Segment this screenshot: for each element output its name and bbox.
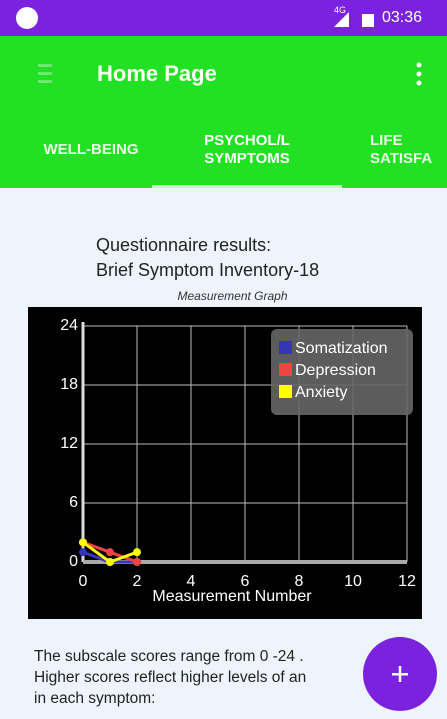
tab-indicator [152, 185, 342, 188]
app-title: Home Page [97, 61, 217, 86]
data-point [133, 558, 141, 566]
legend-swatch [279, 341, 292, 354]
footer-text: The subscale scores range from 0 -24 . [34, 648, 304, 665]
legend-label: Depression [295, 362, 376, 379]
legend-box [271, 329, 413, 415]
app-bar: Home Page [0, 36, 447, 112]
data-point [133, 548, 141, 557]
y-tick-label: 18 [60, 376, 78, 393]
y-tick-label: 12 [60, 435, 78, 452]
overflow-button[interactable] [416, 62, 422, 86]
data-point [79, 548, 87, 557]
legend-swatch [279, 363, 292, 376]
chart-title: Measurement Graph [177, 289, 288, 303]
legend-label: Anxiety [295, 384, 347, 401]
y-tick-label: 0 [69, 553, 78, 570]
x-tick-label: 12 [398, 573, 416, 590]
tab[interactable]: LIFE SATISFA [370, 112, 447, 188]
x-tick-label: 6 [241, 573, 250, 590]
x-tick-label: 0 [79, 573, 88, 590]
heading: Brief Symptom Inventory-18 [96, 260, 320, 280]
data-point [79, 538, 87, 547]
footer-text: in each symptom: [34, 690, 156, 707]
tab[interactable]: WELL-BEING [30, 112, 152, 188]
x-tick-label: 2 [133, 573, 142, 590]
network: 4G [334, 5, 347, 15]
tab-label: LIFE [370, 132, 403, 149]
y-tick-label: 6 [69, 494, 78, 511]
data-point [106, 548, 114, 557]
tab-bar: WELL-BEING PSYCHOL/L SYMPTOMS LIFE SATISFA [0, 112, 447, 188]
status-icons [334, 12, 374, 27]
legend-swatch [279, 385, 292, 398]
menu-button[interactable] [38, 64, 52, 84]
y-tick-label: 24 [60, 317, 78, 334]
legend-label: Somatization [295, 340, 388, 357]
tab-label: SATISFA [370, 150, 433, 167]
x-tick-label: 8 [295, 573, 304, 590]
tab-label: SYMPTOMS [204, 150, 290, 167]
status-bar: 4G 03:36 [0, 0, 447, 36]
fab-add[interactable] [362, 636, 438, 712]
footer-text: Higher scores reflect higher levels of a… [34, 669, 307, 686]
x-tick-label: 10 [344, 573, 362, 590]
data-point [106, 558, 114, 566]
clock: 03:36 [382, 9, 423, 26]
x-tick-label: 4 [187, 573, 196, 590]
x-axis-label: Measurement Number [152, 588, 312, 605]
heading: Questionnaire results: [96, 235, 272, 255]
tab-label: WELL-BEING [43, 141, 139, 158]
tab-label: PSYCHOL/L [204, 132, 290, 149]
notification-dot [16, 7, 38, 29]
tab[interactable]: PSYCHOL/L SYMPTOMS [152, 112, 342, 188]
